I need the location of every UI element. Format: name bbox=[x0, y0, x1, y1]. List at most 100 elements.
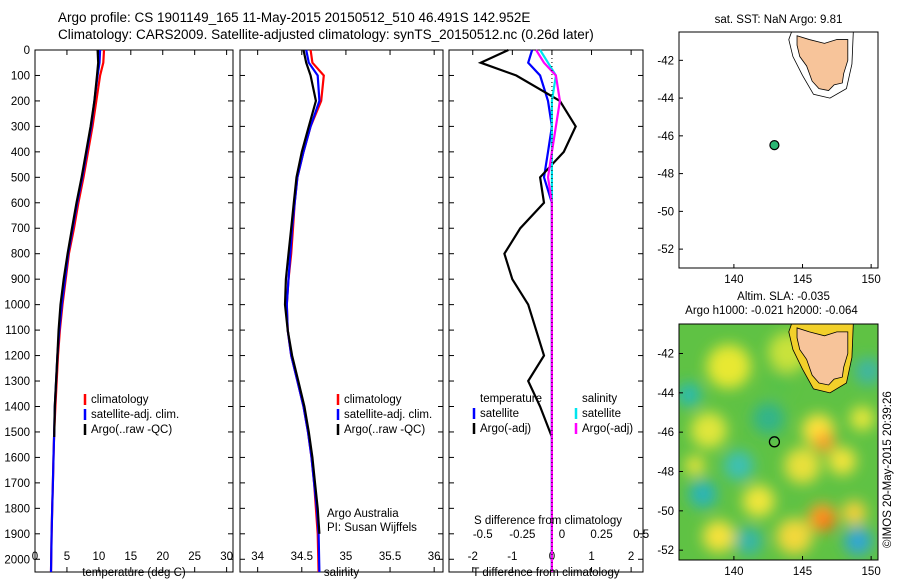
y-tick-label: 1400 bbox=[4, 401, 30, 413]
y-tick-label: 800 bbox=[11, 249, 30, 261]
series-line-salinity-argo-adj- bbox=[535, 49, 562, 572]
heatmap-cell bbox=[690, 412, 727, 449]
heatmap-cell bbox=[734, 527, 763, 556]
heatmap-cell bbox=[844, 527, 873, 556]
x-tick-label: 145 bbox=[793, 566, 812, 578]
heatmap-cell bbox=[742, 485, 775, 517]
x-tick-label: 34 bbox=[251, 551, 264, 563]
y-tick-label: 1500 bbox=[4, 427, 30, 439]
y-tick-label: 1200 bbox=[4, 351, 30, 363]
y-tick-label: 100 bbox=[11, 70, 30, 82]
panel-temperature: 0 5 10 15 20 25 300100200300400500600700800900… bbox=[4, 45, 234, 579]
heatmap-cell bbox=[723, 450, 754, 481]
heatmap-cell bbox=[702, 520, 735, 553]
x-tick-label: 36 bbox=[428, 551, 441, 563]
annotation-line: Argo Australia bbox=[327, 508, 399, 520]
tasmania-land bbox=[796, 35, 849, 91]
heatmap-cell bbox=[814, 432, 835, 452]
salinity-frame bbox=[239, 49, 444, 573]
legend-label: Argo(..raw -QC) bbox=[91, 424, 172, 436]
temperature-frame bbox=[34, 49, 234, 573]
legend-label: Argo(-adj) bbox=[582, 423, 633, 435]
top-tick-label: -0.5 bbox=[473, 529, 493, 541]
y-tick-label: -48 bbox=[657, 467, 674, 479]
x-tick-label: 150 bbox=[862, 274, 881, 286]
x-tick-label: 5 bbox=[64, 551, 70, 563]
chart-title-line1: Argo profile: CS 1901149_165 11-May-2015… bbox=[58, 10, 531, 25]
x-tick-label: 145 bbox=[793, 274, 812, 286]
heatmap-cell bbox=[684, 455, 705, 476]
panel-map-sla: Altim. SLA: -0.035 Argo h1000: -0.021 h20… bbox=[657, 291, 881, 578]
heatmap-cell bbox=[679, 382, 701, 407]
heatmap-blobs bbox=[679, 332, 878, 556]
y-tick-label: -48 bbox=[657, 169, 674, 181]
x-tick-label: 150 bbox=[862, 566, 881, 578]
y-tick-label: 2000 bbox=[4, 554, 30, 566]
x-tick-label: 140 bbox=[724, 566, 743, 578]
y-tick-label: 1600 bbox=[4, 452, 30, 464]
y-tick-label: 1700 bbox=[4, 478, 30, 490]
heatmap-cell bbox=[854, 357, 878, 386]
copyright-stamp: ©IMOS 20-May-2015 20:39:26 bbox=[882, 391, 894, 548]
legend-label: satellite bbox=[582, 408, 621, 420]
heatmap-cell bbox=[850, 406, 875, 431]
float-position-marker bbox=[768, 436, 781, 448]
series-line-argo-raw-qc- bbox=[53, 49, 100, 438]
legend-heading: temperature bbox=[480, 393, 542, 405]
map-title: sat. SST: NaN Argo: 9.81 bbox=[715, 14, 843, 26]
heatmap-cell bbox=[752, 402, 785, 435]
x-tick-label: -2 bbox=[468, 551, 478, 563]
map-title: Argo h1000: -0.021 h2000: -0.064 bbox=[685, 305, 858, 317]
map-frame bbox=[678, 31, 879, 269]
y-tick-label: -46 bbox=[657, 131, 674, 143]
heatmap-cell bbox=[842, 500, 867, 525]
x-tick-label: 0 bbox=[32, 551, 38, 563]
x-axis-label: salinity bbox=[324, 567, 359, 579]
difference-frame bbox=[448, 49, 644, 573]
panel-salinity: 34 34.5 35 35.5 36 salinity climatology satelli… bbox=[239, 49, 444, 579]
map-title: Altim. SLA: -0.035 bbox=[737, 291, 830, 303]
x-axis-label: T difference from climatology bbox=[472, 567, 619, 579]
y-tick-label: 1100 bbox=[5, 325, 30, 337]
x-tick-label: 20 bbox=[156, 551, 169, 563]
series-line-argo-adj- bbox=[477, 49, 577, 438]
x-tick-label: 34.5 bbox=[291, 551, 313, 563]
x-tick-label: -1 bbox=[507, 551, 517, 563]
heatmap-cell bbox=[688, 479, 717, 508]
y-tick-label: -42 bbox=[657, 55, 674, 67]
top-axis-label: S difference from climatology bbox=[474, 515, 622, 527]
y-tick-label: 900 bbox=[11, 274, 30, 286]
x-tick-label: 10 bbox=[92, 551, 105, 563]
x-tick-label: 2 bbox=[628, 551, 634, 563]
top-tick-label: 0.25 bbox=[590, 529, 612, 541]
panel-map-sst: sat. SST: NaN Argo: 9.81 140 145 150 -42 -44 -… bbox=[657, 14, 880, 286]
y-tick-label: -42 bbox=[657, 349, 674, 361]
x-tick-label: 35.5 bbox=[379, 551, 401, 563]
y-tick-label: 500 bbox=[11, 172, 30, 184]
y-tick-label: -52 bbox=[657, 244, 674, 256]
x-tick-label: 1 bbox=[588, 551, 594, 563]
x-tick-label: 15 bbox=[124, 551, 137, 563]
top-tick-label: -0.25 bbox=[509, 529, 535, 541]
panel-difference: -2 -1 0 1 2 T difference from climatology -0.5… bbox=[448, 49, 649, 579]
x-tick-label: 30 bbox=[220, 551, 233, 563]
y-tick-label: -52 bbox=[657, 545, 674, 557]
legend-label: satellite bbox=[480, 408, 519, 420]
y-tick-label: -50 bbox=[657, 206, 674, 218]
heatmap-cell bbox=[828, 446, 857, 475]
y-tick-label: 200 bbox=[11, 96, 30, 108]
y-tick-label: 300 bbox=[11, 121, 30, 133]
x-tick-label: 140 bbox=[724, 274, 743, 286]
annotation-line: PI: Susan Wijffels bbox=[327, 522, 417, 534]
legend-label: climatology bbox=[344, 394, 402, 406]
y-tick-label: 1000 bbox=[4, 300, 30, 312]
y-tick-label: 400 bbox=[11, 147, 30, 159]
series-line-argo-raw-qc- bbox=[283, 49, 321, 534]
heatmap-cell bbox=[784, 447, 821, 484]
legend-label: Argo(-adj) bbox=[480, 423, 531, 435]
top-tick-label: 0.5 bbox=[633, 529, 649, 541]
shelf-contour bbox=[788, 31, 854, 99]
x-axis-label: temperature (deg C) bbox=[82, 567, 186, 579]
top-tick-label: 0 bbox=[559, 529, 565, 541]
